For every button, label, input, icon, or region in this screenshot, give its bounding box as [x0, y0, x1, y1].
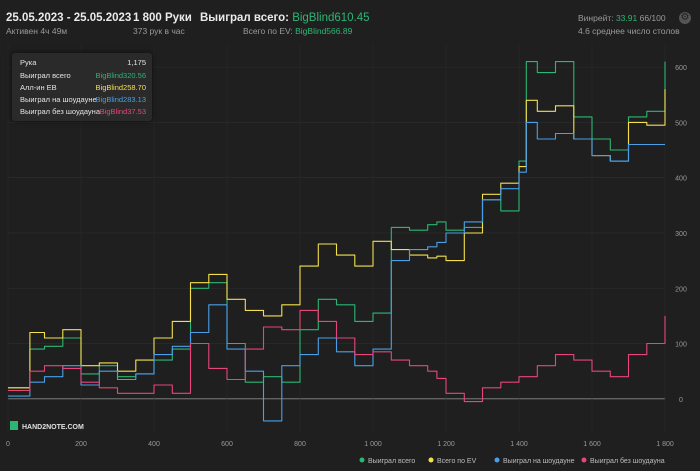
hand2note-logo: HAND2NOTE.COM: [10, 421, 84, 431]
won-total: Выиграл всего: BigBlind610.45: [200, 12, 370, 24]
y-tick-label: 500: [675, 120, 687, 127]
won-total-label: Выиграл всего:: [200, 12, 289, 24]
x-tick-label: 1 200: [437, 441, 455, 448]
y-tick-label: 600: [675, 65, 687, 72]
tooltip-row-label: Выиграл всего: [20, 71, 71, 80]
tooltip: Рука 1,175 Выиграл всего BigBlind320.56 …: [12, 53, 152, 121]
series-line: [8, 121, 665, 422]
legend-label: Выиграл без шоудауна: [590, 457, 665, 465]
ev-label: Всего по EV:: [243, 26, 293, 36]
x-tick-label: 1 400: [510, 441, 528, 448]
y-tick-label: 100: [675, 342, 687, 349]
tooltip-row-value: BigBlind320.56: [95, 71, 146, 80]
series-line: [8, 309, 666, 403]
tooltip-hand-row: Рука 1,175: [20, 58, 146, 70]
logo-text: HAND2NOTE.COM: [22, 424, 84, 431]
x-tick-label: 800: [294, 441, 306, 448]
winrate-label: Винрейт:: [578, 13, 614, 23]
x-tick-label: 0: [6, 441, 10, 448]
tooltip-row: Выиграл на шоудауне BigBlind283.13: [20, 95, 146, 107]
series-lines: [8, 61, 666, 422]
tooltip-row-label: Алл-ин ЕВ: [20, 83, 57, 92]
hands-count: 1 800 Руки: [133, 12, 192, 24]
tooltip-row-value: BigBlind283.13: [95, 95, 146, 104]
y-tick-label: 300: [675, 231, 687, 238]
y-tick-label: 200: [675, 286, 687, 293]
active-time: Активен 4ч 49м: [6, 26, 68, 36]
legend-marker: [359, 457, 365, 463]
tooltip-row-value: BigBlind258.70: [95, 83, 146, 92]
legend-marker: [494, 457, 500, 463]
legend-marker: [581, 457, 587, 463]
legend-marker: [428, 457, 434, 463]
date-range: 25.05.2023 - 25.05.2023: [6, 12, 132, 24]
legend-label: Всего по EV: [437, 458, 477, 465]
y-tick-label: 0: [679, 397, 683, 404]
won-total-value: BigBlind610.45: [292, 12, 370, 24]
ev-value: BigBlind566.89: [295, 26, 353, 36]
header-bar: 25.05.2023 - 25.05.2023 Активен 4ч 49м 1…: [0, 0, 700, 38]
x-tick-label: 200: [75, 441, 87, 448]
y-axis: 0 100 200 300 400 500 600: [675, 65, 687, 404]
x-axis: 0 200 400 600 800 1 000 1 200 1 400 1 600 1 800: [6, 441, 674, 448]
x-tick-label: 600: [221, 441, 233, 448]
series-line: [8, 89, 666, 389]
x-tick-label: 1 000: [364, 441, 382, 448]
y-tick-label: 400: [675, 176, 687, 183]
tooltip-row: Алл-ин ЕВ BigBlind258.70: [20, 83, 146, 95]
winrate: Винрейт: 33.91 66/100: [578, 13, 666, 23]
tooltip-row: Выиграл без шоудауна BigBlind37.53: [20, 107, 146, 119]
winrate-value: 33.91: [615, 13, 638, 23]
series-line: [8, 61, 666, 389]
avg-tables: 4.6 среднее число столов: [578, 26, 680, 36]
tooltip-row-value: BigBlind37.53: [99, 107, 146, 116]
logo-mark-icon: [10, 421, 18, 430]
gear-icon[interactable]: ⚙: [679, 12, 691, 24]
legend-label: Выиграл всего: [368, 458, 415, 465]
x-tick-label: 1 600: [583, 441, 601, 448]
x-tick-label: 400: [148, 441, 160, 448]
winrate-suffix: 66/100: [639, 13, 666, 23]
tooltip-row-label: Выиграл на шоудауне: [20, 95, 97, 104]
tooltip-hand-label: Рука: [20, 58, 37, 67]
legend: Выиграл всего Всего по EV Выиграл на шоуда…: [359, 457, 665, 465]
tooltip-row-label: Выиграл без шоудауна: [20, 107, 100, 116]
legend-label: Выиграл на шоудауне: [503, 458, 575, 465]
x-tick-label: 1 800: [656, 441, 674, 448]
ev-total: Всего по EV: BigBlind566.89: [243, 26, 352, 36]
hands-per-hour: 373 рук в час: [133, 26, 185, 36]
tooltip-row: Выиграл всего BigBlind320.56: [20, 71, 146, 83]
tooltip-hand-value: 1,175: [127, 58, 146, 67]
